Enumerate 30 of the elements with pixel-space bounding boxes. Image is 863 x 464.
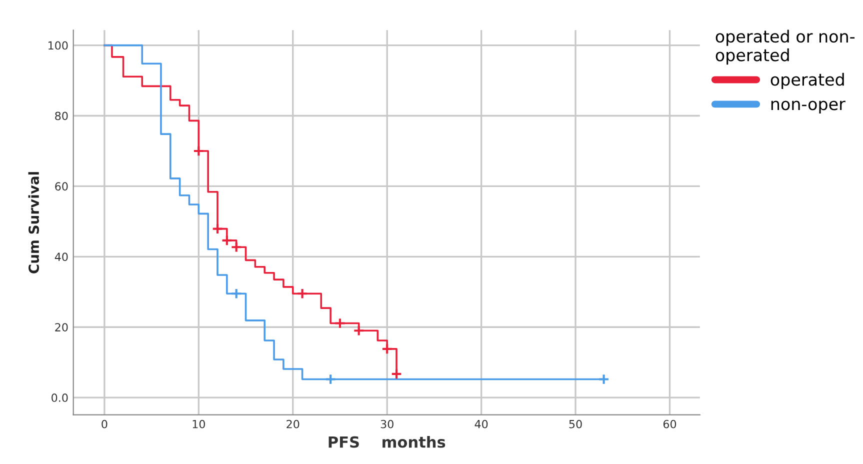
x-axis-title: PFS months	[328, 436, 446, 448]
legend-label: non-oper	[771, 100, 846, 114]
x-tick-label: 30	[380, 420, 394, 428]
x-tick-label: 50	[569, 420, 582, 428]
point	[212, 223, 224, 235]
point	[221, 234, 233, 246]
point	[334, 318, 346, 329]
y-axis-title: Cum Survival	[28, 172, 40, 274]
y-tick-label: 100	[48, 41, 68, 50]
point	[230, 241, 242, 253]
y-tick-label: 0.0	[52, 394, 68, 402]
x-tick-label: 40	[474, 420, 488, 428]
point	[598, 374, 610, 385]
x-tick-label: 20	[286, 420, 300, 428]
y-tick-label: 20	[55, 323, 68, 332]
y-tick-label: 80	[55, 112, 68, 120]
x-tick-label: 60	[663, 420, 676, 428]
x-tick-label: 10	[192, 420, 205, 428]
point	[353, 324, 365, 336]
point	[324, 374, 336, 385]
y-tick-label: 60	[55, 182, 68, 191]
point	[230, 288, 242, 300]
point	[381, 343, 393, 355]
point	[390, 368, 402, 380]
y-tick-label: 40	[54, 252, 68, 262]
x-tick-label: 0	[102, 420, 108, 428]
point	[192, 145, 204, 157]
point	[296, 288, 308, 300]
legend-label: operated	[770, 72, 844, 90]
legend-title: operated or non- operated	[716, 30, 855, 65]
